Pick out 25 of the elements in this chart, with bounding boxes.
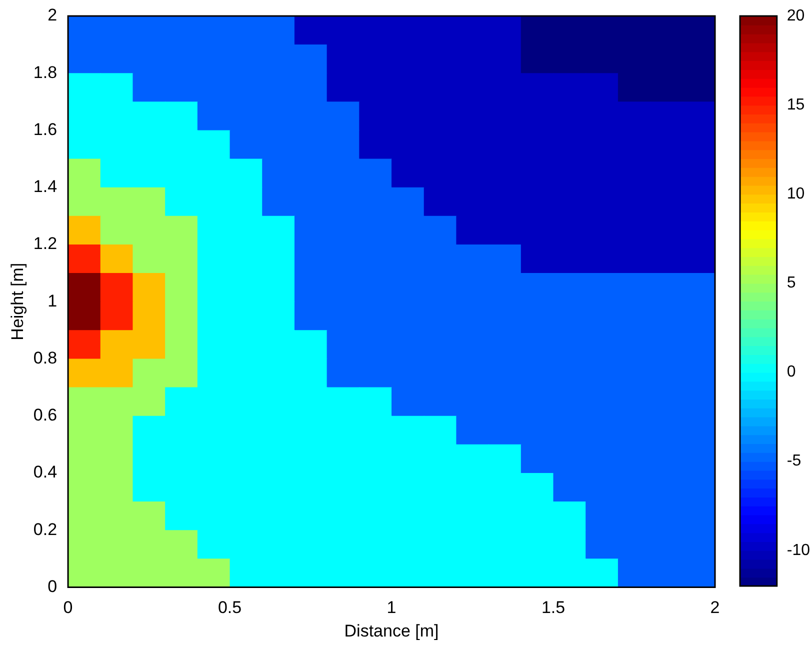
x-tick-label: 0 xyxy=(63,598,73,618)
y-tick-label: 2 xyxy=(48,6,58,25)
y-tick-label: 1 xyxy=(48,291,58,310)
y-tick-label: 0.4 xyxy=(33,462,58,482)
y-axis-title: Height [m] xyxy=(8,262,27,340)
x-tick-label: 1 xyxy=(386,598,396,618)
x-axis-title: Distance [m] xyxy=(344,621,439,640)
y-tick-label: 1.8 xyxy=(33,62,58,82)
color-bar-label: 15 xyxy=(786,96,805,114)
y-tick-label: 0 xyxy=(48,576,58,596)
x-tick-label: 0.5 xyxy=(218,598,242,618)
color-bar-label: 5 xyxy=(786,274,796,292)
x-tick-label: 1.5 xyxy=(541,598,566,618)
color-bar-label: 10 xyxy=(786,186,805,203)
y-tick-label: 1.4 xyxy=(33,177,58,196)
color-bar-label: -10 xyxy=(786,542,810,559)
color-bar-label: 20 xyxy=(786,7,805,24)
y-tick-label: 0.6 xyxy=(33,406,58,425)
y-tick-label: 0.2 xyxy=(33,520,58,539)
y-tick-label: 1.2 xyxy=(33,234,58,254)
color-bar-label: -5 xyxy=(786,452,802,470)
y-tick-label: 0.8 xyxy=(33,348,58,368)
color-bar-label: 0 xyxy=(786,364,796,381)
x-tick-label: 2 xyxy=(710,598,720,618)
y-tick-label: 1.6 xyxy=(33,120,58,139)
